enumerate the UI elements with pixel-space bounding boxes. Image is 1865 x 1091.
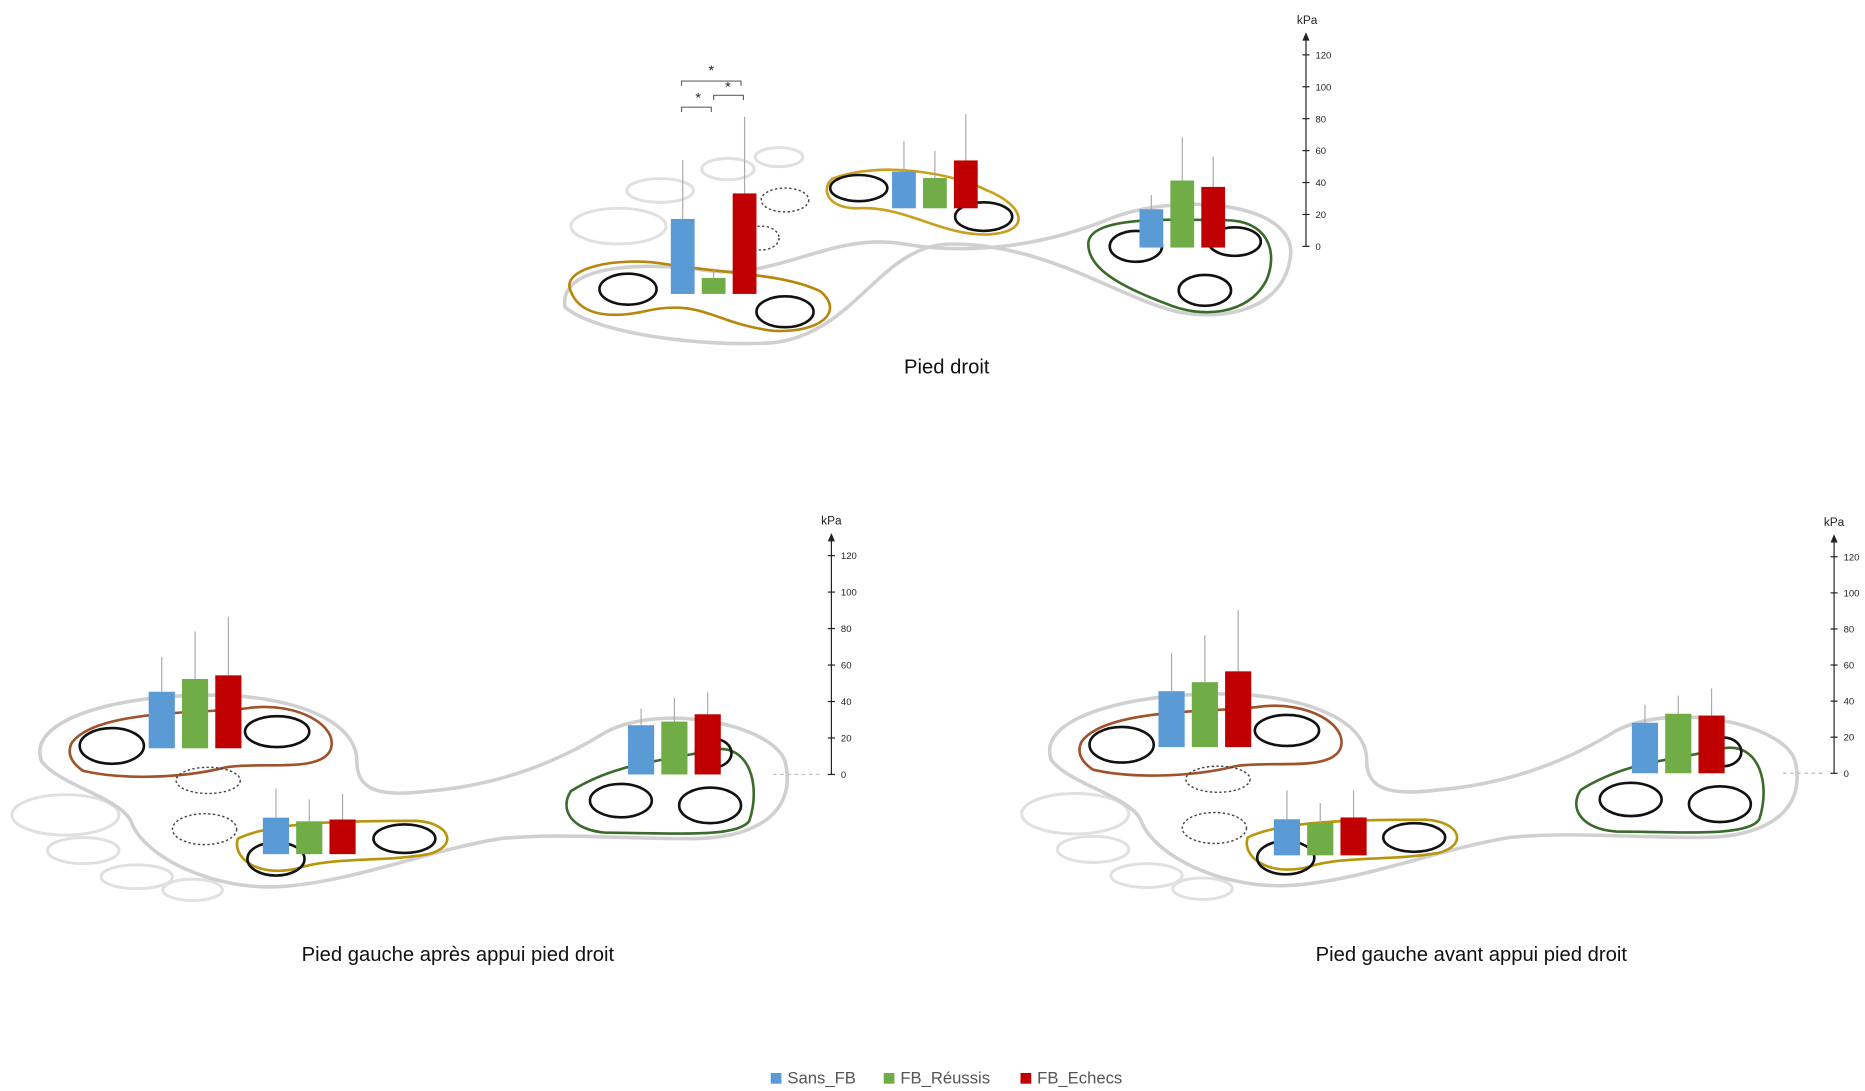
bar bbox=[1170, 180, 1195, 248]
legend-swatch bbox=[883, 1073, 895, 1084]
y-tick-label: 40 bbox=[1844, 697, 1855, 708]
legend-label: FB_Réussis bbox=[900, 1069, 990, 1088]
foot-right bbox=[563, 146, 1293, 346]
y-axis-label: kPa bbox=[1824, 515, 1845, 529]
bar bbox=[148, 691, 175, 749]
bar bbox=[1158, 691, 1185, 748]
bar bbox=[215, 675, 242, 749]
y-tick-label: 60 bbox=[841, 661, 852, 672]
bar bbox=[1307, 822, 1334, 856]
bar bbox=[628, 725, 655, 775]
bar bbox=[296, 821, 323, 855]
bar bbox=[953, 160, 978, 209]
bar bbox=[1340, 817, 1367, 856]
y-tick-label: 80 bbox=[1315, 114, 1326, 125]
chart-title: Pied gauche avant appui pied droit bbox=[1316, 944, 1628, 966]
bar bbox=[892, 171, 916, 209]
y-tick-label: 0 bbox=[1315, 242, 1320, 253]
y-tick-label: 40 bbox=[841, 697, 852, 708]
y-tick-label: 80 bbox=[841, 624, 852, 635]
y-tick-label: 100 bbox=[1315, 82, 1331, 93]
y-tick-label: 100 bbox=[1844, 588, 1860, 599]
y-tick-label: 100 bbox=[841, 588, 857, 599]
significance-bracket bbox=[713, 94, 744, 101]
y-tick-label: 20 bbox=[1844, 733, 1855, 744]
legend-swatch bbox=[770, 1073, 782, 1084]
axis-arrow bbox=[1302, 32, 1310, 41]
bar bbox=[922, 177, 947, 209]
y-tick-label: 0 bbox=[841, 770, 846, 781]
y-tick-label: 20 bbox=[1315, 210, 1326, 221]
legend-label: FB_Echecs bbox=[1037, 1069, 1122, 1088]
y-tick-label: 60 bbox=[1844, 661, 1855, 672]
y-tick-label: 120 bbox=[1315, 50, 1331, 61]
bar bbox=[1225, 671, 1252, 748]
y-tick-label: 60 bbox=[1315, 146, 1326, 157]
axis-arrow bbox=[1830, 534, 1838, 543]
y-tick-label: 40 bbox=[1315, 178, 1326, 189]
bar bbox=[1201, 186, 1226, 248]
significance-label: * bbox=[708, 63, 714, 79]
y-tick-label: 0 bbox=[1844, 769, 1849, 780]
chart-title: Pied droit bbox=[904, 357, 990, 379]
bar bbox=[1273, 819, 1301, 856]
axis-arrow bbox=[827, 533, 835, 542]
bar bbox=[701, 277, 726, 294]
bar bbox=[661, 721, 688, 775]
bar bbox=[732, 193, 757, 294]
y-tick-label: 20 bbox=[841, 734, 852, 745]
y-axis-label: kPa bbox=[1297, 13, 1318, 27]
legend-swatch bbox=[1020, 1073, 1032, 1084]
bar bbox=[1191, 682, 1218, 748]
significance-label: * bbox=[725, 80, 731, 96]
significance-bracket bbox=[680, 106, 712, 112]
bar bbox=[670, 218, 695, 294]
y-tick-label: 120 bbox=[1844, 552, 1860, 563]
bar bbox=[329, 819, 356, 855]
chart-title: Pied gauche après appui pied droit bbox=[302, 944, 615, 966]
bar bbox=[1665, 713, 1692, 774]
bar bbox=[694, 714, 721, 775]
bar bbox=[1139, 209, 1164, 248]
bar bbox=[262, 817, 290, 855]
significance-bracket bbox=[680, 80, 742, 86]
y-axis-label: kPa bbox=[821, 514, 842, 528]
bar bbox=[181, 678, 209, 749]
bar bbox=[1698, 715, 1725, 774]
significance-label: * bbox=[695, 90, 701, 106]
foot-left bbox=[10, 693, 789, 903]
y-tick-label: 120 bbox=[841, 551, 857, 562]
y-tick-label: 80 bbox=[1844, 625, 1855, 636]
bar bbox=[1631, 722, 1659, 774]
legend-label: Sans_FB bbox=[787, 1069, 855, 1088]
